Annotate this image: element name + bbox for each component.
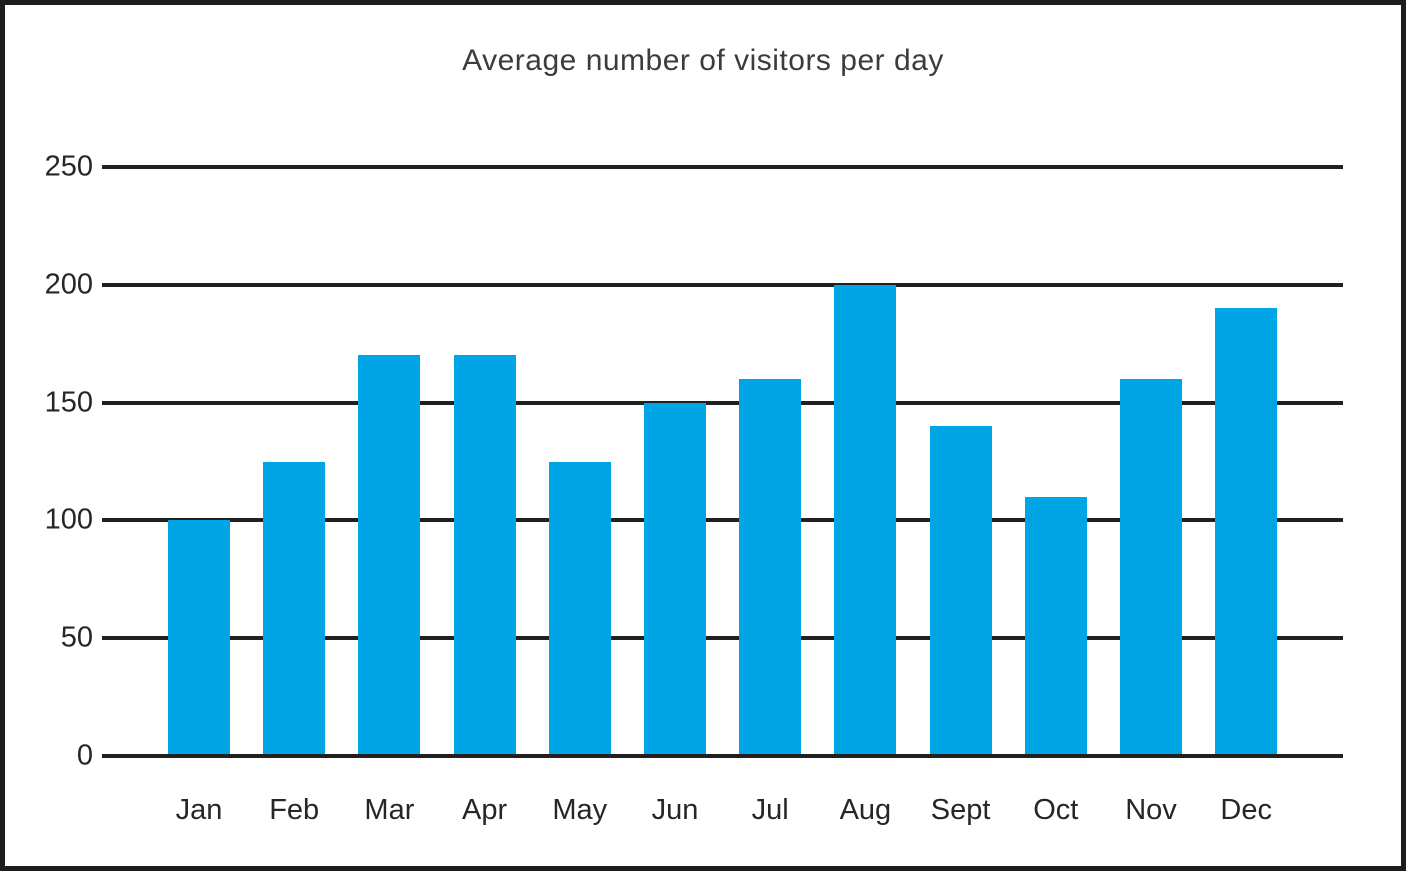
bar-oct xyxy=(1024,496,1087,754)
x-tick-label-nov: Nov xyxy=(1125,794,1177,826)
chart-title: Average number of visitors per day xyxy=(462,44,944,77)
bar-jun xyxy=(644,402,706,754)
gridline-200 xyxy=(102,282,1343,287)
bar-feb xyxy=(263,461,326,754)
gridline-50 xyxy=(102,636,1343,641)
bar-mar xyxy=(358,355,421,754)
bar-dec xyxy=(1215,308,1278,754)
y-tick-label-200: 200 xyxy=(44,268,93,301)
gridline-150 xyxy=(102,400,1343,405)
y-tick-label-50: 50 xyxy=(60,621,93,654)
bar-jul xyxy=(739,379,802,754)
x-tick-label-feb: Feb xyxy=(269,794,320,826)
x-tick-label-may: May xyxy=(552,794,608,826)
gridline-100 xyxy=(102,518,1343,523)
bar-sept xyxy=(929,426,992,754)
bar-aug xyxy=(834,284,897,754)
y-tick-label-250: 250 xyxy=(44,150,93,183)
x-tick-label-dec: Dec xyxy=(1220,794,1272,826)
bar-apr xyxy=(453,355,516,754)
x-tick-label-jul: Jul xyxy=(751,794,789,826)
y-tick-label-100: 100 xyxy=(44,503,93,536)
y-tick-label-0: 0 xyxy=(76,739,93,772)
gridline-250 xyxy=(102,165,1343,169)
x-tick-label-jan: Jan xyxy=(175,794,223,826)
plot-area xyxy=(102,165,1343,758)
y-tick-label-150: 150 xyxy=(44,386,93,419)
x-tick-label-oct: Oct xyxy=(1033,794,1079,826)
bar-jan xyxy=(168,520,230,754)
x-tick-label-sept: Sept xyxy=(930,794,991,826)
gridline-0 xyxy=(102,754,1343,758)
x-tick-label-apr: Apr xyxy=(462,794,508,826)
x-tick-label-mar: Mar xyxy=(364,794,415,826)
x-tick-label-aug: Aug xyxy=(839,794,892,826)
x-tick-label-jun: Jun xyxy=(651,794,699,826)
bar-may xyxy=(548,461,611,754)
bar-nov xyxy=(1120,379,1182,754)
